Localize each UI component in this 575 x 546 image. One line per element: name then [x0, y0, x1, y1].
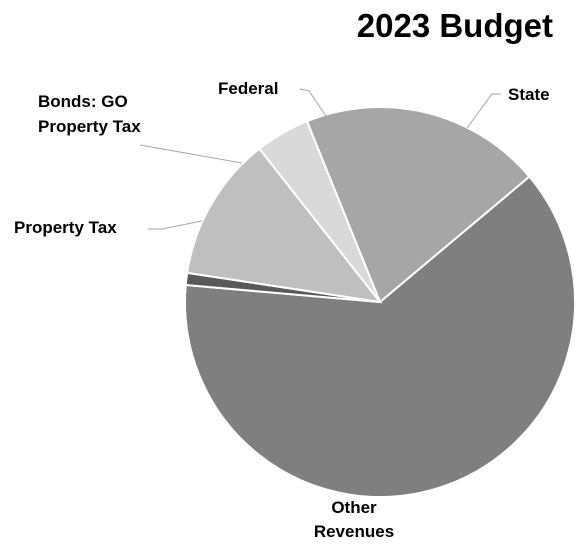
pie-slices: [184, 106, 575, 498]
leader-line: [139, 144, 243, 164]
leader-line: [466, 93, 501, 129]
slice-label: Federal: [218, 79, 278, 98]
chart-title: 2023 Budget: [356, 7, 553, 44]
leader-line: [299, 88, 327, 117]
pie-slice-other-revenues: [184, 175, 575, 498]
pie-slice-bonds-go-property-tax: [186, 147, 383, 304]
slice-label: Revenues: [314, 522, 394, 541]
slice-labels: State Other Revenues Property Tax Bonds: GO P…: [14, 79, 550, 541]
pie-slice-federal: [258, 119, 381, 303]
slice-label: State: [508, 85, 550, 104]
leader-lines: [139, 88, 501, 230]
slice-label: Bonds: GO: [38, 92, 128, 111]
slice-label: Property Tax: [38, 117, 141, 136]
slice-label: Property Tax: [14, 218, 117, 237]
slice-label: Other: [331, 498, 377, 517]
leader-line: [148, 220, 203, 230]
pie-slice-state: [305, 106, 531, 304]
